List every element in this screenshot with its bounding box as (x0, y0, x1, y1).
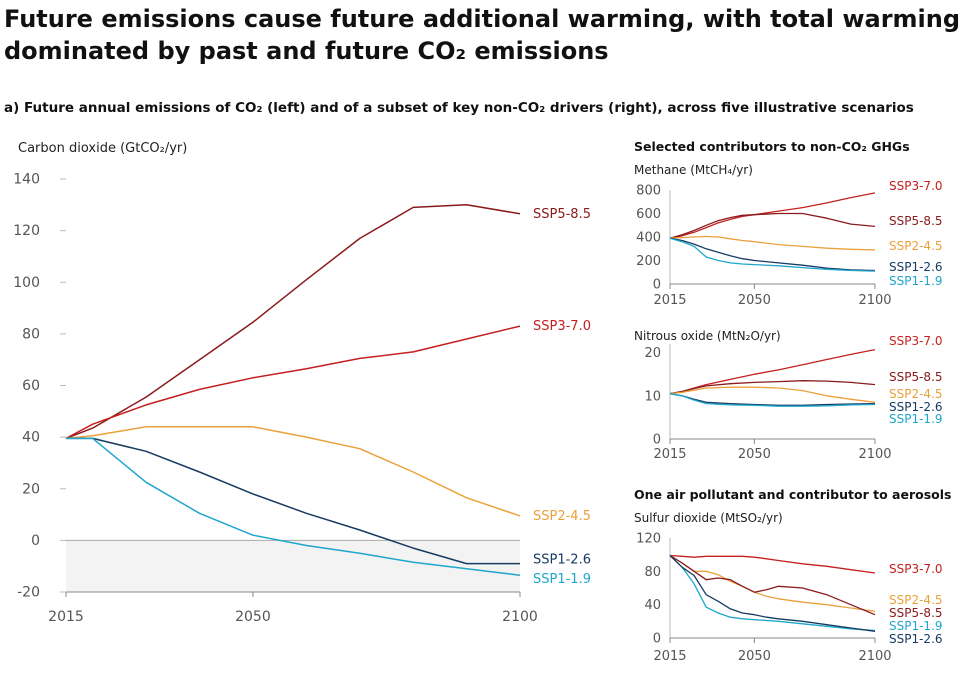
series-line-ssp1-2-6 (669, 237, 876, 272)
ghg-section-heading: Selected contributors to non-CO₂ GHGs (634, 139, 910, 154)
series-line-ssp3-7-0 (65, 325, 521, 440)
chart-sulfur: Sulfur dioxide (MtSO₂/yr) 0 40 80 120 2015 205… (634, 511, 943, 664)
negative-emissions-region (66, 540, 520, 592)
series-label-ssp1-1-9: SSP1-1.9 (533, 572, 591, 587)
y-tick-label: 200 (636, 254, 661, 269)
y-tick-label: 120 (13, 223, 40, 239)
x-tick-label: 2015 (653, 293, 686, 308)
y-tick-label: 20 (644, 346, 661, 361)
x-tick-label: 2100 (858, 649, 891, 664)
series-line-ssp3-7-0 (669, 554, 876, 574)
series-label-ssp5-8-5: SSP5-8.5 (889, 370, 943, 384)
x-tick-label: 2050 (738, 447, 771, 462)
y-tick-label: 40 (22, 430, 40, 446)
y-axis-label: Sulfur dioxide (MtSO₂/yr) (634, 511, 783, 525)
series-line-ssp5-8-5 (65, 204, 521, 440)
aerosol-section-heading: One air pollutant and contributor to aer… (634, 487, 951, 502)
x-tick-label: 2050 (235, 609, 271, 625)
series-line-ssp2-4-5 (669, 386, 876, 403)
x-tick-label: 2015 (48, 609, 84, 625)
y-tick-label: 800 (636, 184, 661, 199)
y-tick-label: 0 (653, 433, 661, 448)
figure-title: Future emissions cause future additional… (4, 3, 964, 67)
series-line-ssp1-1-9 (669, 555, 876, 632)
series-label-ssp1-1-9: SSP1-1.9 (889, 619, 943, 633)
y-axis-label: Carbon dioxide (GtCO₂/yr) (18, 141, 187, 156)
y-tick-label: 80 (644, 565, 661, 580)
series-line-ssp2-4-5 (669, 235, 876, 251)
series-line-ssp3-7-0 (669, 192, 876, 239)
figure-title-line-2: dominated by past and future CO₂ emissio… (4, 37, 609, 65)
y-tick-label: 140 (13, 172, 40, 188)
series-label-ssp1-1-9: SSP1-1.9 (889, 412, 943, 426)
series-label-ssp5-8-5: SSP5-8.5 (889, 214, 943, 228)
series-label-ssp2-4-5: SSP2-4.5 (889, 387, 943, 401)
figure-title-line-1: Future emissions cause future additional… (4, 5, 961, 33)
series-line-ssp1-1-9 (66, 437, 521, 576)
y-tick-label: 600 (636, 207, 661, 222)
chart-methane: Methane (MtCH₄/yr) 0 200 400 600 800 2015 2050 2… (634, 163, 943, 308)
series-label-ssp1-2-6: SSP1-2.6 (889, 260, 943, 274)
series-line-ssp5-8-5 (669, 380, 876, 395)
y-tick-label: 120 (636, 532, 661, 547)
series-label-ssp1-1-9: SSP1-1.9 (889, 274, 943, 288)
series-label-ssp5-8-5: SSP5-8.5 (533, 207, 591, 222)
series-line-ssp1-1-9 (669, 237, 876, 272)
x-tick-label: 2100 (502, 609, 538, 625)
series-label-ssp2-4-5: SSP2-4.5 (889, 593, 943, 607)
series-label-ssp3-7-0: SSP3-7.0 (533, 319, 591, 334)
x-tick-label: 2015 (653, 447, 686, 462)
series-label-ssp1-2-6: SSP1-2.6 (889, 632, 943, 646)
series-label-ssp3-7-0: SSP3-7.0 (889, 334, 943, 348)
series-label-ssp1-2-6: SSP1-2.6 (889, 400, 943, 414)
y-tick-label: 400 (636, 231, 661, 246)
y-tick-label: 0 (31, 533, 40, 549)
series-line-ssp1-1-9 (669, 393, 876, 407)
series-line-ssp5-8-5 (669, 554, 876, 616)
series-line-ssp2-4-5 (669, 554, 876, 612)
y-tick-label: 60 (22, 378, 40, 394)
x-tick-label: 2100 (858, 447, 891, 462)
y-tick-label: 100 (13, 275, 40, 291)
y-tick-label: -20 (17, 585, 40, 601)
y-axis-label: Nitrous oxide (MtN₂O/yr) (634, 329, 781, 343)
series-label-ssp2-4-5: SSP2-4.5 (533, 509, 591, 524)
y-tick-label: 40 (644, 598, 661, 613)
series-line-ssp5-8-5 (669, 212, 876, 239)
series-label-ssp3-7-0: SSP3-7.0 (889, 562, 943, 576)
series-label-ssp3-7-0: SSP3-7.0 (889, 179, 943, 193)
series-label-ssp5-8-5: SSP5-8.5 (889, 606, 943, 620)
chart-nitrous: Nitrous oxide (MtN₂O/yr) 0 10 20 2015 2050 210… (634, 329, 943, 462)
y-axis-label: Methane (MtCH₄/yr) (634, 163, 753, 177)
y-tick-label: 0 (653, 632, 661, 647)
y-tick-label: 80 (22, 326, 40, 342)
series-label-ssp1-2-6: SSP1-2.6 (533, 553, 591, 568)
x-tick-label: 2050 (738, 649, 771, 664)
x-tick-label: 2050 (738, 293, 771, 308)
series-line-ssp1-2-6 (669, 393, 876, 406)
y-tick-label: 20 (22, 481, 40, 497)
y-tick-label: 10 (644, 389, 661, 404)
x-tick-label: 2100 (858, 293, 891, 308)
y-tick-label: 0 (653, 278, 661, 293)
series-line-ssp1-2-6 (66, 437, 520, 565)
x-tick-label: 2015 (653, 649, 686, 664)
series-label-ssp2-4-5: SSP2-4.5 (889, 239, 943, 253)
series-line-ssp1-2-6 (669, 555, 876, 632)
panel-subtitle: a) Future annual emissions of CO₂ (left)… (4, 100, 914, 116)
series-line-ssp2-4-5 (65, 426, 521, 517)
chart-co2: Carbon dioxide (GtCO₂/yr) -20 0 20 40 60 80 100… (13, 141, 591, 625)
